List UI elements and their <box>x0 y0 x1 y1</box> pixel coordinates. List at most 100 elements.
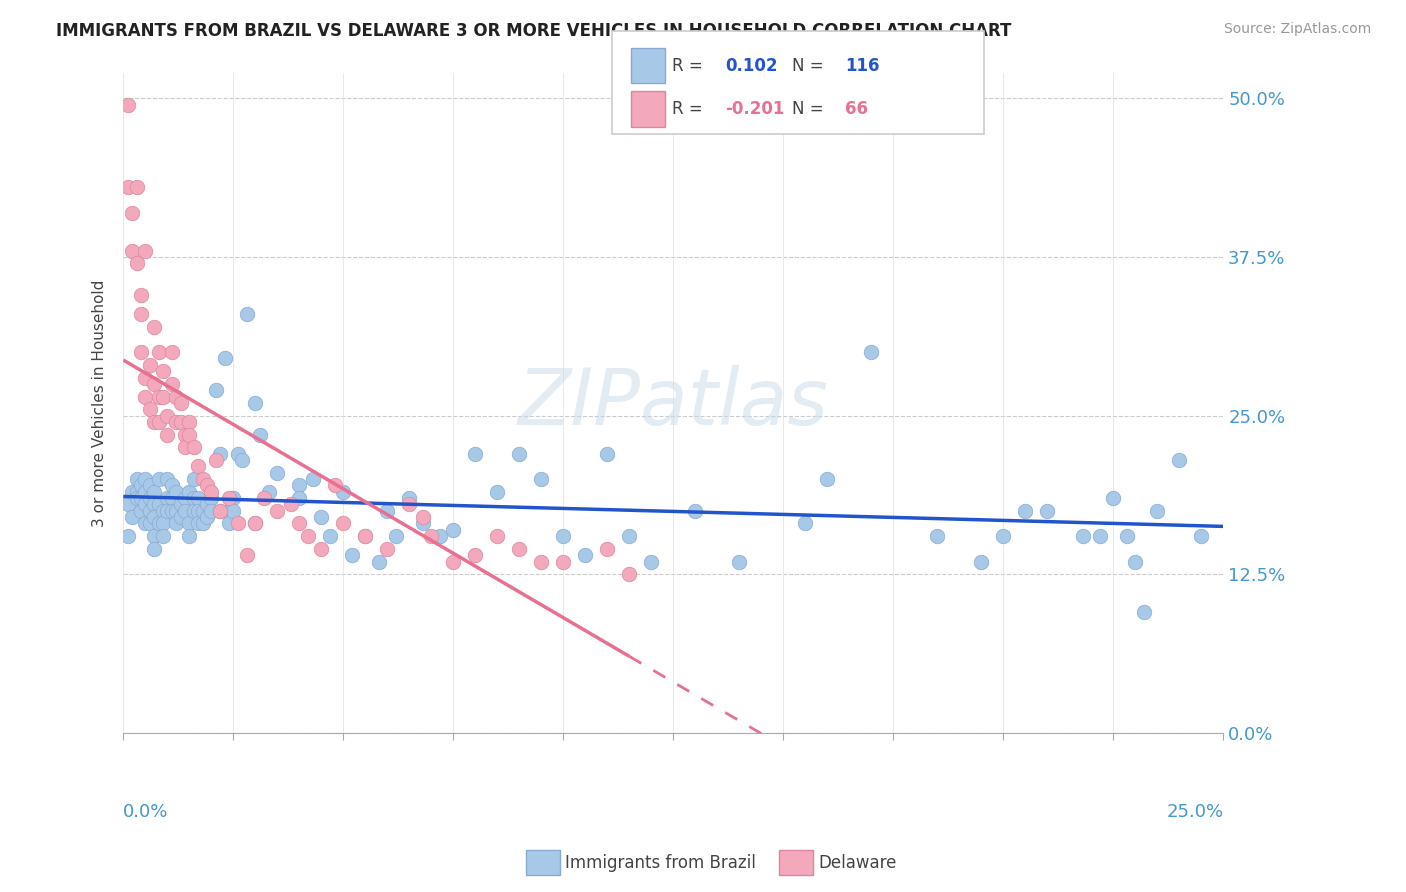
Text: N =: N = <box>792 100 828 118</box>
Point <box>1115 529 1137 543</box>
Text: ZIPatlas: ZIPatlas <box>517 365 828 441</box>
Point <box>266 504 288 518</box>
Point <box>1071 529 1094 543</box>
Point <box>375 504 398 518</box>
Point <box>235 307 257 321</box>
Point <box>332 484 354 499</box>
Point <box>508 541 530 556</box>
Point <box>1189 529 1212 543</box>
Point <box>728 555 751 569</box>
Point <box>129 491 152 505</box>
Point <box>266 466 288 480</box>
Point <box>1123 555 1146 569</box>
Point <box>191 472 214 486</box>
Point <box>183 472 205 486</box>
Point <box>420 529 443 543</box>
Point <box>297 529 319 543</box>
Point <box>169 415 191 429</box>
Point <box>640 555 662 569</box>
Point <box>1036 504 1059 518</box>
Point <box>249 427 271 442</box>
Point <box>204 453 226 467</box>
Point <box>134 472 156 486</box>
Point <box>129 504 152 518</box>
Point <box>125 256 148 270</box>
Point <box>121 244 143 258</box>
Point <box>619 529 641 543</box>
Point <box>160 345 183 359</box>
Point <box>138 491 160 505</box>
Point <box>187 491 209 505</box>
Point <box>574 548 596 562</box>
Point <box>398 491 420 505</box>
Point <box>222 491 245 505</box>
Point <box>148 497 170 511</box>
Point <box>179 484 201 499</box>
Point <box>354 529 377 543</box>
Point <box>375 541 398 556</box>
Point <box>143 510 166 524</box>
Point <box>253 491 276 505</box>
Point <box>174 504 197 518</box>
Point <box>332 516 354 531</box>
Point <box>165 504 187 518</box>
Point <box>183 504 205 518</box>
Point <box>156 504 179 518</box>
Point <box>1088 529 1111 543</box>
Text: R =: R = <box>672 100 709 118</box>
Point <box>121 205 143 219</box>
Point <box>152 504 174 518</box>
Point <box>138 402 160 417</box>
Point <box>441 523 464 537</box>
Point <box>195 497 218 511</box>
Point <box>169 510 191 524</box>
Point <box>815 472 838 486</box>
Point <box>218 516 240 531</box>
Point <box>174 491 197 505</box>
Point <box>218 491 240 505</box>
Point <box>129 345 152 359</box>
Point <box>134 516 156 531</box>
Point <box>179 516 201 531</box>
Point <box>143 497 166 511</box>
Point <box>179 529 201 543</box>
Point <box>121 484 143 499</box>
Point <box>179 415 201 429</box>
Point <box>235 548 257 562</box>
Point <box>156 491 179 505</box>
Text: N =: N = <box>792 57 828 75</box>
Point <box>553 529 575 543</box>
Point <box>1133 605 1156 619</box>
Point <box>1102 491 1125 505</box>
Point <box>169 497 191 511</box>
Point <box>148 390 170 404</box>
Point <box>187 504 209 518</box>
Point <box>218 504 240 518</box>
Point <box>117 180 139 194</box>
Text: -0.201: -0.201 <box>725 100 785 118</box>
Point <box>412 516 434 531</box>
Point <box>257 484 280 499</box>
Point <box>530 472 553 486</box>
Point <box>152 529 174 543</box>
Point <box>143 484 166 499</box>
Point <box>125 484 148 499</box>
Point <box>187 516 209 531</box>
Point <box>596 447 619 461</box>
Point <box>226 516 249 531</box>
Point <box>156 472 179 486</box>
Point <box>340 548 363 562</box>
Point <box>183 440 205 454</box>
Text: Source: ZipAtlas.com: Source: ZipAtlas.com <box>1223 22 1371 37</box>
Point <box>187 459 209 474</box>
Point <box>619 567 641 582</box>
Point <box>794 516 817 531</box>
Point <box>191 504 214 518</box>
Point <box>134 390 156 404</box>
Point <box>138 358 160 372</box>
Point <box>993 529 1015 543</box>
Point <box>191 516 214 531</box>
Point <box>553 555 575 569</box>
Text: 0.0%: 0.0% <box>124 803 169 821</box>
Point <box>195 478 218 492</box>
